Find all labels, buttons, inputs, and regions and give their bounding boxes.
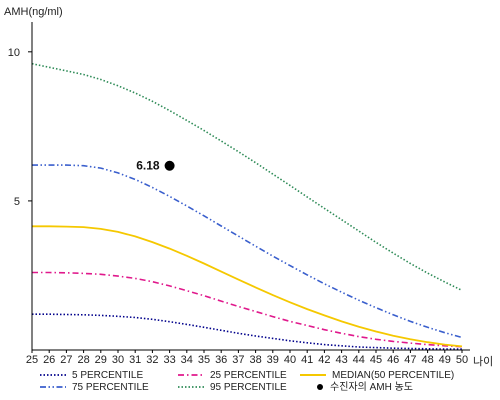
x-tick-label: 46 — [387, 354, 399, 366]
x-tick-label: 27 — [60, 354, 72, 366]
series-line-25-percentile — [32, 271, 463, 348]
x-tick-label: 42 — [318, 354, 330, 366]
plot-area: 6.18 — [31, 62, 463, 350]
y-axis-title: AMH(ng/ml) — [4, 6, 63, 18]
x-tick-label: 32 — [146, 354, 158, 366]
x-tick-label: 25 — [26, 354, 38, 366]
x-tick-label: 49 — [439, 354, 451, 366]
x-tick-label: 26 — [43, 354, 55, 366]
x-tick-label: 43 — [335, 354, 347, 366]
legend-label: 95 PERCENTILE — [210, 382, 287, 393]
y-tick-label: 10 — [8, 47, 20, 59]
legend: 5 PERCENTILE 25 PERCENTILE MEDIAN(50 PERCE… — [40, 370, 454, 393]
series-line-5-percentile — [32, 313, 462, 350]
x-tick-label: 47 — [404, 354, 416, 366]
x-ticks: 25 26 27 28 29 30 31 32 33 34 35 36 37 38 39 40 41 42 43 44… — [26, 350, 468, 366]
x-tick-label: 34 — [181, 354, 193, 366]
legend-label: MEDIAN(50 PERCENTILE) — [332, 370, 454, 381]
x-tick-label: 50 — [456, 354, 468, 366]
x-tick-label: 28 — [77, 354, 89, 366]
x-tick-label: 48 — [421, 354, 433, 366]
x-tick-label: 33 — [163, 354, 175, 366]
x-tick-label: 31 — [129, 354, 141, 366]
legend-swatch-dot — [317, 384, 323, 390]
y-tick-label: 5 — [14, 196, 20, 208]
series-line-median-50-percentile — [32, 225, 463, 348]
x-tick-label: 29 — [95, 354, 107, 366]
series-line-95-percentile — [31, 62, 463, 292]
x-tick-label: 35 — [198, 354, 210, 366]
patient-amh-point — [164, 160, 175, 171]
x-tick-label: 38 — [249, 354, 261, 366]
x-tick-label: 36 — [215, 354, 227, 366]
legend-label: 25 PERCENTILE — [210, 370, 287, 381]
x-tick-label: 41 — [301, 354, 313, 366]
legend-label: 75 PERCENTILE — [72, 382, 149, 393]
x-tick-label: 44 — [353, 354, 365, 366]
x-tick-label: 45 — [370, 354, 382, 366]
legend-label: 5 PERCENTILE — [72, 370, 143, 381]
x-axis-title: 나이 — [473, 355, 493, 368]
legend-label: 수진자의 AMH 농도 — [330, 381, 413, 393]
series-line-75-percentile — [32, 164, 463, 339]
x-tick-label: 40 — [284, 354, 296, 366]
x-tick-label: 30 — [112, 354, 124, 366]
x-tick-label: 37 — [232, 354, 244, 366]
x-tick-label: 39 — [267, 354, 279, 366]
patient-amh-value-label: 6.18 — [136, 159, 160, 173]
y-ticks: 5 10 — [8, 47, 32, 208]
